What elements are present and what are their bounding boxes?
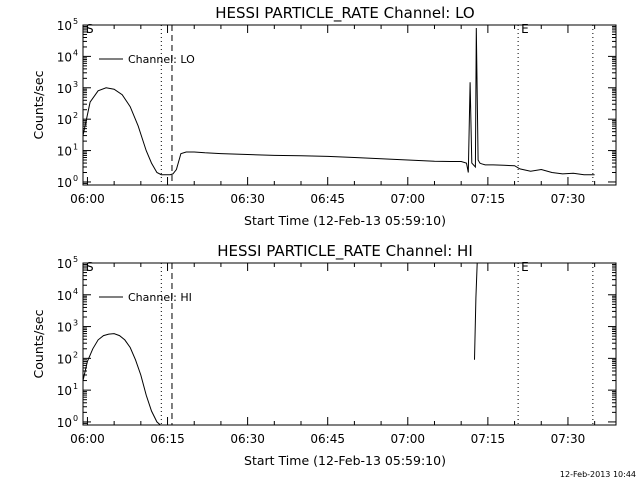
x-tick-label: 06:00	[70, 192, 105, 206]
x-tick-label: 06:00	[70, 432, 105, 446]
y-tick-exponent: 1	[73, 143, 78, 152]
chart-panel-hi: HESSI PARTICLE_RATE Channel: HI 06:00 06:…	[31, 242, 617, 468]
y-tick-exponent: 2	[73, 350, 78, 359]
series-group	[82, 262, 478, 426]
x-axis-label: Start Time (12-Feb-13 05:59:10)	[244, 213, 446, 228]
y-tick-exponent: 0	[73, 174, 78, 183]
y-axis-label: Counts/sec	[31, 309, 46, 378]
legend-label: Channel: HI	[128, 291, 192, 304]
x-tick-label: 07:00	[390, 432, 425, 446]
y-tick-label: 10	[57, 50, 72, 64]
series-group	[82, 27, 595, 176]
y-tick-label: 10	[57, 416, 72, 430]
marker-label: S	[86, 22, 94, 36]
x-tick-label: 06:15	[150, 192, 185, 206]
y-tick-label: 10	[57, 352, 72, 366]
chart-panel-lo: HESSI PARTICLE_RATE Channel: LO 06:00 06:…	[31, 4, 617, 228]
marker-label: E	[521, 22, 529, 36]
marker-label: E	[521, 260, 529, 274]
x-tick-label: 06:30	[230, 432, 265, 446]
x-tick-label: 07:00	[390, 192, 425, 206]
y-axis-label: Counts/sec	[31, 70, 46, 139]
y-tick-exponent: 5	[73, 255, 78, 264]
y-tick-exponent: 3	[73, 80, 78, 89]
plot-frame	[82, 24, 617, 186]
x-tick-label: 06:45	[310, 192, 345, 206]
y-tick-exponent: 1	[73, 382, 78, 391]
x-tick-label: 07:15	[471, 432, 506, 446]
legend-label: Channel: LO	[128, 53, 195, 66]
legend: Channel: LO	[99, 53, 195, 66]
y-tick-label: 10	[57, 19, 72, 33]
y-tick-label: 10	[57, 257, 72, 271]
marker-label: S	[86, 260, 94, 274]
x-tick-label: 06:15	[150, 432, 185, 446]
y-tick-exponent: 5	[73, 17, 78, 26]
y-tick-label: 10	[57, 176, 72, 190]
series-line	[82, 333, 161, 426]
footer-timestamp: 12-Feb-2013 10:44	[560, 470, 636, 479]
legend: Channel: HI	[99, 291, 192, 304]
y-tick-label: 10	[57, 384, 72, 398]
x-tick-label: 07:30	[551, 192, 586, 206]
y-tick-label: 10	[57, 321, 72, 335]
y-tick-exponent: 0	[73, 414, 78, 423]
y-tick-exponent: 3	[73, 319, 78, 328]
y-tick-label: 10	[57, 113, 72, 127]
plot-frame	[82, 262, 617, 426]
x-tick-label: 07:30	[551, 432, 586, 446]
series-line	[82, 27, 595, 176]
y-tick-label: 10	[57, 289, 72, 303]
y-tick-label: 10	[57, 145, 72, 159]
chart-title: HESSI PARTICLE_RATE Channel: HI	[217, 242, 473, 261]
chart-title: HESSI PARTICLE_RATE Channel: LO	[215, 4, 474, 23]
y-tick-exponent: 2	[73, 111, 78, 120]
y-tick-exponent: 4	[73, 48, 78, 57]
x-axis-label: Start Time (12-Feb-13 05:59:10)	[244, 453, 446, 468]
y-tick-exponent: 4	[73, 287, 78, 296]
series-line	[474, 262, 478, 360]
x-tick-label: 06:45	[310, 432, 345, 446]
x-tick-label: 06:30	[230, 192, 265, 206]
x-tick-label: 07:15	[471, 192, 506, 206]
y-tick-label: 10	[57, 82, 72, 96]
